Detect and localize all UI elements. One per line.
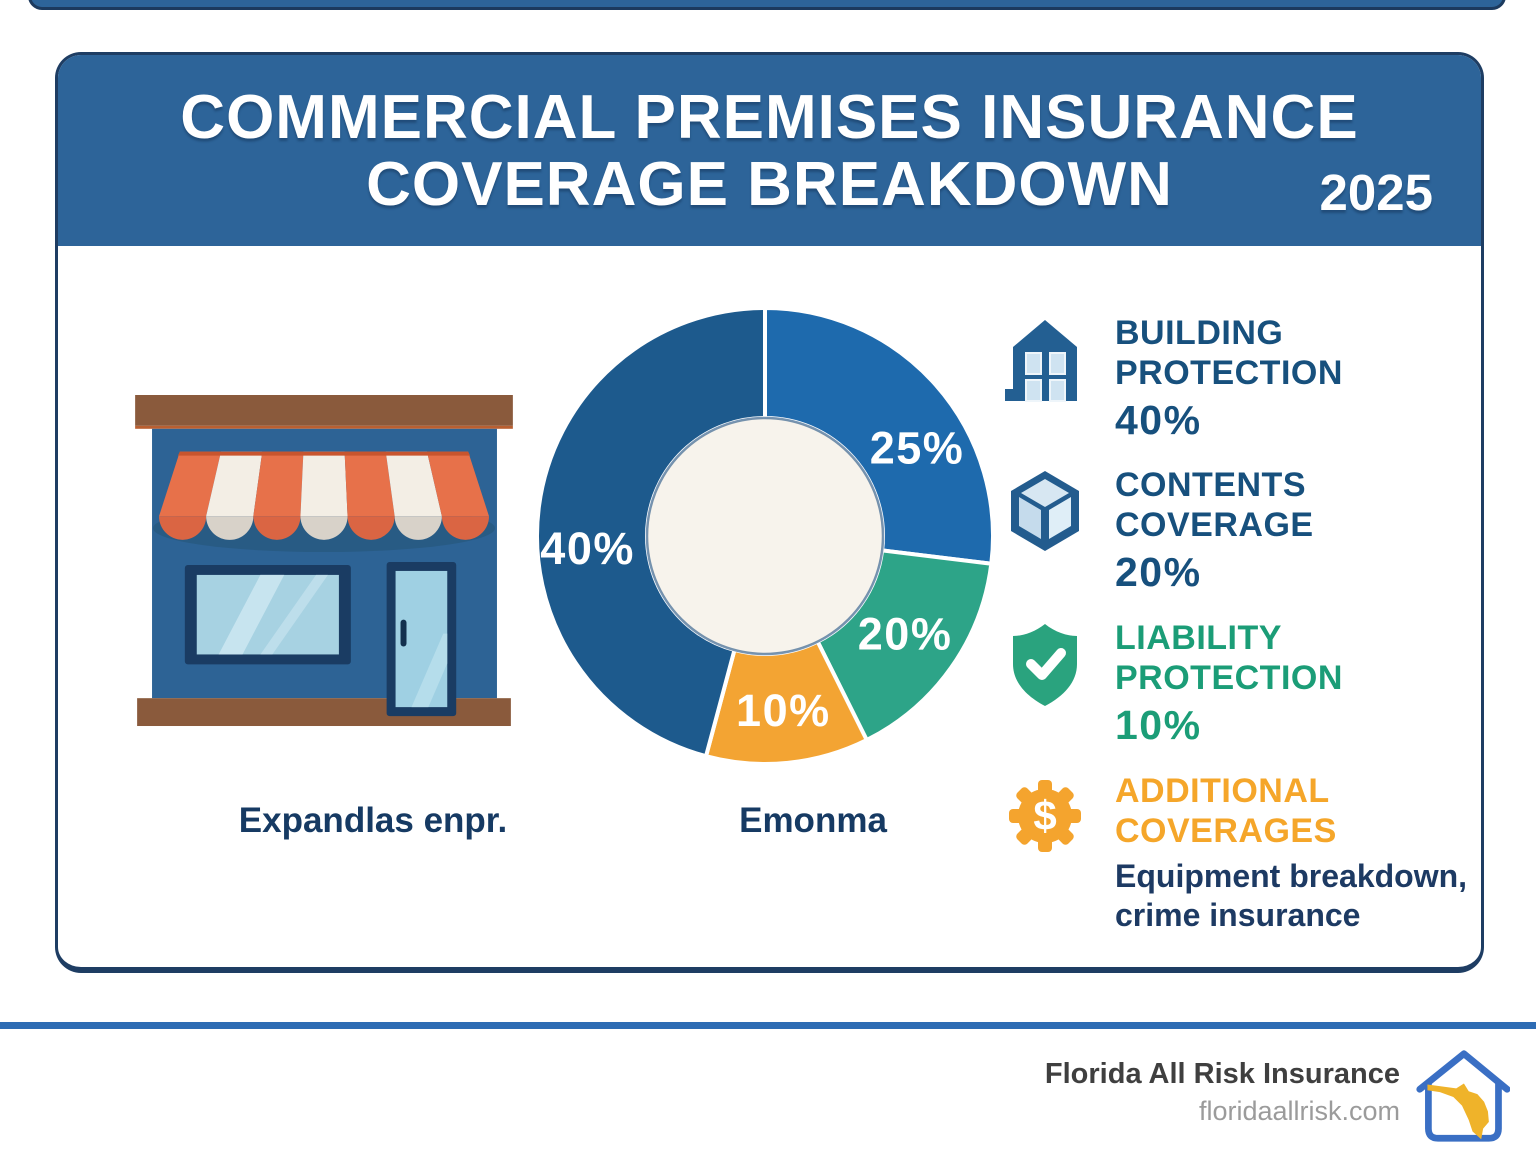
year-badge: 2025	[1319, 164, 1433, 221]
donut-label-25: 25%	[870, 423, 965, 474]
legend-title-line: COVERAGE	[1115, 506, 1314, 544]
storefront-door	[386, 561, 457, 717]
legend-percent: 20%	[1115, 549, 1202, 595]
legend-percent: 10%	[1115, 702, 1202, 748]
gear-dollar-icon: $	[1009, 780, 1081, 852]
main-card: COMMERCIAL PREMISES INSURANCE COVERAGE B…	[55, 52, 1484, 973]
legend-subtext-line: Equipment breakdown,	[1115, 858, 1468, 894]
cube-icon	[1011, 471, 1079, 551]
building-icon	[1005, 320, 1077, 402]
page-title-line1: COMMERCIAL PREMISES INSURANCE	[180, 82, 1359, 152]
legend-item-additional: $ ADDITIONAL COVERAGES Equipment breakdo…	[1003, 771, 1467, 935]
donut-label-40: 40%	[540, 523, 635, 574]
storefront-caption: Expandlas enpr.	[238, 801, 508, 840]
shield-check-icon	[1013, 624, 1077, 706]
top-strip-bar	[28, 0, 1506, 10]
legend-title-line: LIABILITY	[1115, 619, 1282, 657]
chart-caption: Emonma	[739, 801, 887, 840]
legend-title-line: PROTECTION	[1115, 659, 1343, 697]
header-band: COMMERCIAL PREMISES INSURANCE COVERAGE B…	[58, 55, 1481, 246]
legend-title-line: CONTENTS	[1115, 466, 1306, 504]
legend-title-line: BUILDING	[1115, 314, 1284, 352]
door-handle-icon	[400, 619, 407, 647]
legend-subtext-line: crime insurance	[1115, 897, 1361, 933]
storefront-roof-bar	[135, 395, 513, 426]
donut-hole	[645, 416, 885, 656]
storefront-window	[184, 564, 351, 665]
storefront-illustration	[135, 395, 513, 727]
florida-map-icon	[1427, 1083, 1489, 1140]
donut-label-20: 20%	[858, 609, 953, 660]
donut-chart: 25% 20% 10% 40%	[533, 304, 997, 768]
legend-percent: 40%	[1115, 397, 1202, 443]
legend-title-line: COVERAGES	[1115, 812, 1337, 850]
legend-item-liability: LIABILITY PROTECTION 10%	[1003, 618, 1343, 750]
legend-item-contents: CONTENTS COVERAGE 20%	[1003, 465, 1314, 597]
florida-house-logo-icon	[1416, 1050, 1510, 1142]
page-title-line2: COVERAGE BREAKDOWN	[366, 149, 1173, 219]
donut-label-10: 10%	[736, 685, 831, 736]
footer-website: floridaallrisk.com	[1198, 1096, 1400, 1126]
footer-separator	[0, 1022, 1536, 1029]
svg-text:$: $	[1033, 792, 1056, 839]
storefront-awning	[158, 451, 490, 540]
legend-item-building: BUILDING PROTECTION 40%	[1003, 313, 1343, 445]
footer-company-name: Florida All Risk Insurance	[1044, 1058, 1400, 1090]
legend-title-line: ADDITIONAL	[1115, 772, 1330, 810]
legend-title-line: PROTECTION	[1115, 354, 1343, 392]
